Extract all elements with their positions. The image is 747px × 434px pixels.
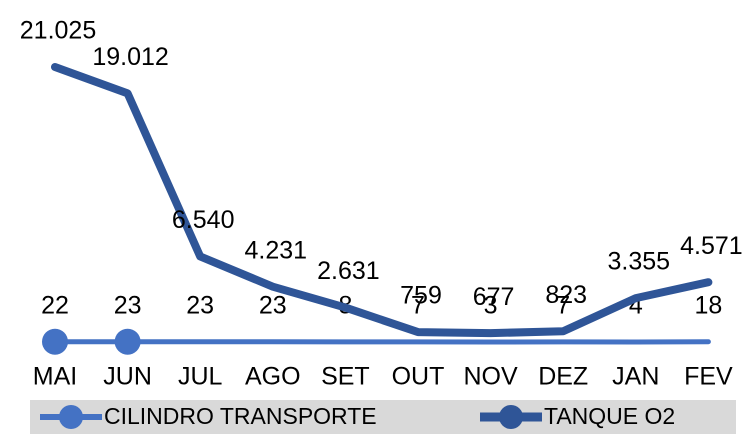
- data-label: 3.355: [608, 248, 671, 276]
- data-label: 19.012: [92, 43, 168, 71]
- data-label: 823: [545, 281, 587, 309]
- x-tick-label: FEV: [684, 363, 733, 391]
- data-label: 7: [556, 292, 570, 320]
- x-tick-label: NOV: [464, 363, 519, 391]
- x-tick-label: JAN: [612, 363, 659, 391]
- data-label: 4.231: [245, 236, 308, 264]
- x-tick-label: JUL: [178, 363, 223, 391]
- data-label: 21.025: [20, 17, 96, 45]
- data-label: 2.631: [317, 257, 380, 285]
- legend-label: TANQUE O2: [544, 403, 675, 429]
- x-tick-label: MAI: [33, 363, 77, 391]
- data-label: 6.540: [172, 206, 235, 234]
- series-line: [51, 63, 713, 338]
- x-tick-label: JUN: [103, 363, 152, 391]
- marker: [114, 328, 141, 355]
- x-tick-label: OUT: [392, 363, 445, 391]
- data-label: 7: [411, 292, 425, 320]
- legend-marker: [59, 405, 83, 429]
- x-tick-label: DEZ: [538, 363, 588, 391]
- data-label: 23: [259, 291, 287, 319]
- legend-label: CILINDRO TRANSPORTE: [104, 403, 377, 429]
- data-label: 677: [473, 283, 515, 311]
- x-tick-label: SET: [321, 363, 370, 391]
- data-label: 18: [694, 291, 722, 319]
- marker: [42, 328, 68, 355]
- data-label: 759: [400, 282, 442, 310]
- x-tick-label: AGO: [245, 363, 301, 391]
- data-label: 23: [186, 291, 214, 319]
- data-label: 4.571: [680, 232, 743, 260]
- legend-background: [30, 400, 736, 434]
- data-label: 22: [41, 291, 69, 319]
- data-label: 23: [114, 291, 142, 319]
- legend-marker: [499, 405, 523, 429]
- data-label: 3: [484, 292, 498, 320]
